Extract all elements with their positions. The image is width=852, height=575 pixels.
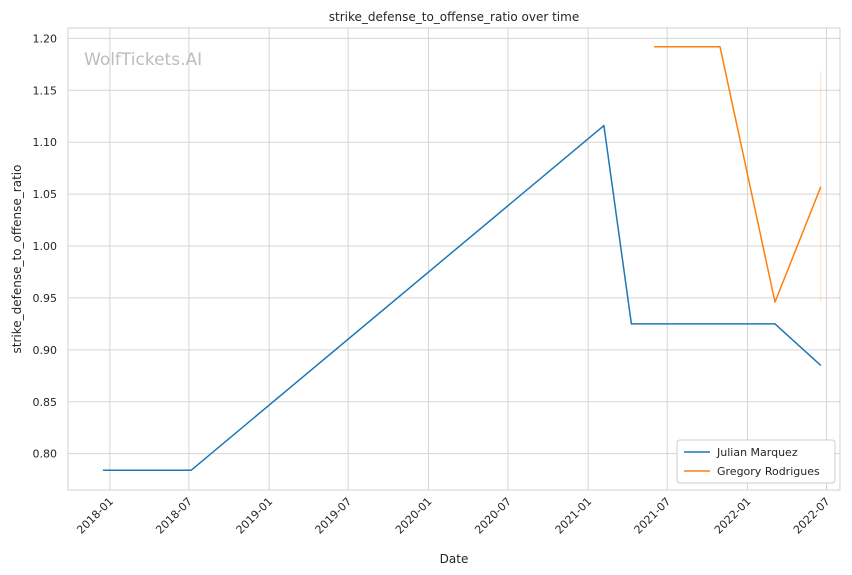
y-tick-label: 1.00 [33,240,58,253]
chart-title: strike_defense_to_offense_ratio over tim… [329,10,579,24]
watermark: WolfTickets.AI [84,50,202,70]
x-tick-label: 2022-01 [712,495,754,537]
series-lines [102,45,822,472]
grid [68,28,840,490]
x-tick-label: 2021-07 [632,495,674,537]
y-tick-label: 1.10 [33,136,58,149]
plot-area-frame [67,27,841,491]
y-tick-label: 0.85 [33,396,58,409]
x-tick-labels: 2018-01 2018-07 2019-01 2019-07 2020-01 2020-… [74,495,832,537]
series-2-line [654,45,822,303]
x-tick-label: 2019-01 [234,495,276,537]
y-tick-label: 1.20 [33,32,58,45]
legend: Julian Marquez Gregory Rodrigues [676,439,836,484]
series-1-line [102,124,822,472]
x-tick-label: 2021-01 [553,495,595,537]
y-tick-label: 1.05 [33,188,58,201]
y-tick-label: 0.95 [33,292,58,305]
y-tick-labels: 0.80 0.85 0.90 0.95 1.00 1.05 1.10 1.15 1.20 [33,32,58,460]
y-tick-label: 1.15 [33,84,58,97]
x-tick-label: 2020-01 [393,495,435,537]
x-axis-title: Date [440,552,469,566]
x-tick-label: 2020-07 [472,495,514,537]
legend-label-2: Gregory Rodrigues [717,465,820,478]
x-tick-label: 2022-07 [791,495,833,537]
legend-label-1: Julian Marquez [716,446,798,459]
x-tick-label: 2019-07 [313,495,355,537]
y-tick-label: 0.80 [33,448,58,461]
x-tick-label: 2018-01 [74,495,116,537]
legend-box [676,439,836,484]
x-tick-label: 2018-07 [153,495,195,537]
y-tick-label: 0.90 [33,344,58,357]
y-axis-title: strike_defense_to_offense_ratio [10,165,24,354]
